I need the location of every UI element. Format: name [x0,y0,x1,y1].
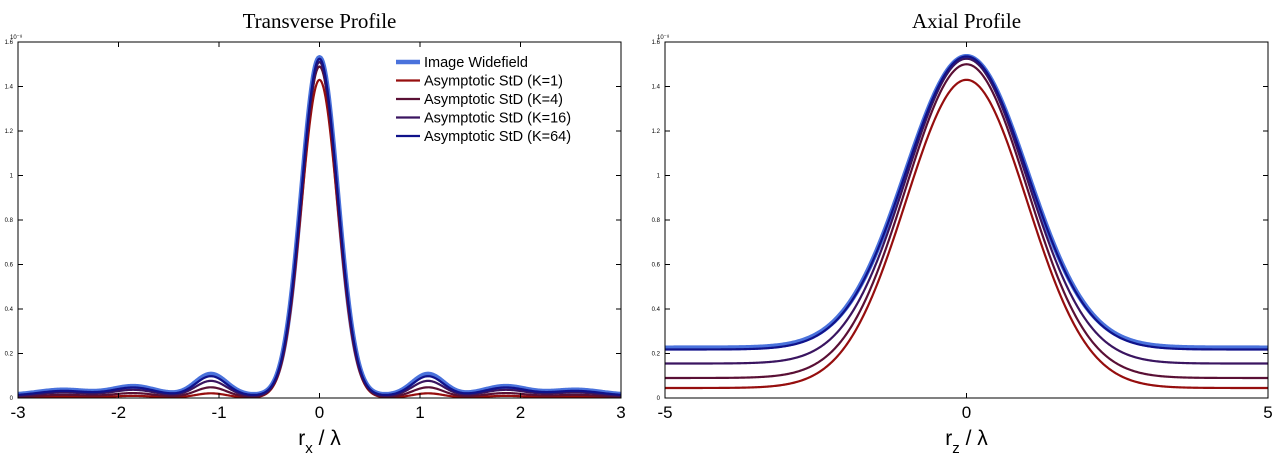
axial-profile-chart: Axial Profile-5 0 500.20.40.60.811.21.41.6… [652,9,1273,457]
axes-box [664,41,1269,399]
series-line-1 [665,78,1268,390]
y-tick-label: 1 [657,174,661,180]
x-tick-label: 3 [616,403,625,422]
legend: Image Widefield Asymptotic StD (K=1) Asymp… [396,55,571,145]
y-tick-label: 1.6 [652,40,661,46]
y-tick-label: 1.6 [5,40,14,46]
x-tick-label: -2 [111,403,126,422]
y-multiplier: 10⁻⁸ [657,34,670,41]
chart-title: Transverse Profile [243,9,397,33]
y-tick-label: 0.8 [652,218,661,224]
series-group [665,53,1268,390]
legend-entry-3: Asymptotic StD (K=16) [424,111,571,127]
y-tick-label: 0.6 [5,263,14,269]
transverse-profile-chart: Transverse Profile -3 -2 -1 0 1 2 3 0 0.2 0.4 0.6 0.… [5,9,626,457]
y-multiplier: 10⁻⁸ [10,34,23,41]
x-axis-label-sub: z [952,440,960,457]
y-tick-label: 0.6 [652,263,661,269]
x-tick-label: 0 [962,403,971,422]
y-tick-label: 1.4 [5,85,14,91]
y-tick-label: 0 [657,396,661,402]
series-line-1 [18,78,621,398]
x-axis-label: rx / λ [298,427,341,457]
x-tick-label: 1 [415,403,424,422]
legend-entry-2: Asymptotic StD (K=4) [424,92,563,108]
series-line-4 [665,55,1268,351]
y-tick-label: 1.4 [652,85,661,91]
x-tick-label: 2 [516,403,525,422]
x-axis-label-rest: / λ [313,427,342,450]
y-tick-label: 1.2 [652,129,661,135]
x-axis-label-main: r [945,427,952,450]
y-tick-label: 1.2 [5,129,14,135]
x-axis-label: rz / λ [945,427,988,457]
x-tick-label: -5 [657,403,672,422]
y-tick-label: 0.2 [5,352,14,358]
series-group [18,55,621,398]
x-tick-label: -3 [10,403,25,422]
series-line-4 [18,57,621,396]
x-tick-label: -1 [211,403,226,422]
y-tick-label: 1 [10,174,14,180]
y-tick-label: 0.4 [5,307,14,313]
series-line-0 [18,55,621,397]
x-axis-label-main: r [298,427,305,450]
series-line-2 [665,63,1268,380]
series-line-0 [665,53,1268,351]
y-tick-label: 0.8 [5,218,14,224]
series-line-3 [665,57,1268,365]
y-tick-label: 0.2 [652,352,661,358]
chart-title: Axial Profile [912,9,1021,33]
legend-entry-1: Asymptotic StD (K=1) [424,74,563,90]
x-axis-label-sub: x [305,440,313,457]
legend-entry-4: Asymptotic StD (K=64) [424,129,571,145]
x-axis-label-rest: / λ [960,427,989,450]
y-tick-label: 0 [10,396,14,402]
series-line-3 [18,60,621,397]
x-tick-label: 5 [1263,403,1272,422]
legend-entry-0: Image Widefield [424,55,528,71]
y-tick-label: 0.4 [652,307,661,313]
x-tick-label: 0 [315,403,324,422]
